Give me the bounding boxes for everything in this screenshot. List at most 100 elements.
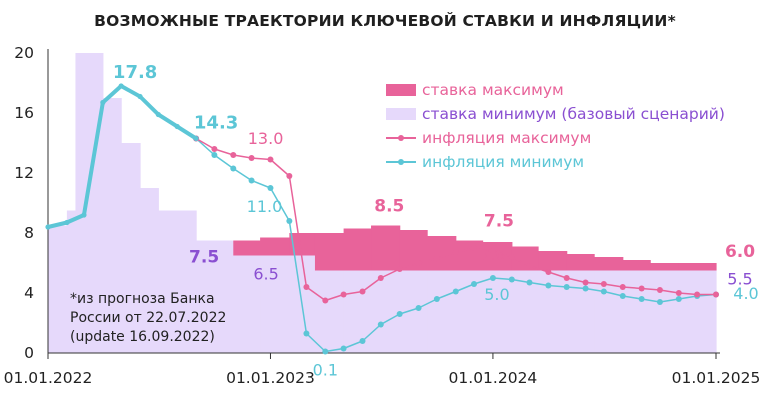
rate-max-area — [233, 225, 717, 271]
rate-min-bar — [121, 143, 141, 353]
inflation-min-point — [303, 330, 310, 337]
data-label: 6.5 — [253, 265, 278, 284]
inflation-max-point — [638, 285, 645, 292]
inflation-history-point — [118, 83, 124, 89]
inflation-max-point — [303, 284, 310, 290]
inflation-min-point — [526, 279, 533, 286]
legend-label-inflation-max: инфляция максимум — [422, 129, 592, 147]
rate-min-bar — [399, 270, 428, 353]
inflation-max-point — [248, 155, 255, 161]
inflation-max-point — [267, 156, 274, 163]
legend-item-rate-min: ставка минимум (базовый сценарий) — [386, 102, 725, 126]
rate-max-bar — [622, 260, 651, 271]
rate-min-bar — [511, 270, 539, 353]
rate-max-bar — [650, 263, 680, 271]
rate-max-bar — [233, 240, 261, 256]
inflation-history-point — [174, 123, 180, 130]
inflation-max-point — [230, 152, 237, 158]
inflation-min-point — [489, 275, 496, 281]
inflation-min-point — [638, 296, 645, 302]
rate-max-bar — [594, 257, 624, 271]
inflation-min-point — [582, 285, 589, 292]
inflation-history-point — [64, 219, 70, 226]
data-label: 7.0 — [480, 245, 505, 264]
rate-max-bar — [538, 251, 568, 271]
y-tick-label: 0 — [24, 344, 34, 362]
inflation-min-point — [471, 281, 478, 287]
inflation-max-point — [340, 291, 347, 298]
x-tick-label: 01.01.2025 — [672, 369, 761, 387]
footnote-line: (update 16.09.2022) — [70, 329, 215, 345]
inflation-history-point — [81, 212, 87, 218]
data-label: 8.5 — [374, 197, 404, 217]
legend-label-rate-min: ставка минимум (базовый сценарий) — [422, 105, 725, 123]
footnote: *из прогноза Банка России от 22.07.2022 … — [70, 290, 226, 347]
data-label: 11.0 — [247, 197, 283, 216]
inflation-min-point — [675, 296, 682, 302]
rate-max-bar — [371, 225, 401, 271]
rate-min-bar — [260, 255, 290, 353]
inflation-min-point — [322, 348, 329, 355]
rate-min-bar — [48, 225, 68, 353]
rate-min-bar — [622, 270, 651, 353]
inflation-min-point — [340, 345, 347, 352]
legend: ставка максимум ставка минимум (базовый … — [386, 78, 725, 174]
data-label: 0.1 — [313, 361, 338, 380]
inflation-max-point — [433, 255, 440, 262]
rate-min-bar — [66, 210, 77, 353]
inflation-min-point — [656, 299, 663, 305]
inflation-max-point — [545, 269, 552, 275]
inflation-min-point — [286, 218, 293, 224]
data-labels: 17.8 14.3 13.0 11.0 7.5 6.5 8.5 0.1 7.5 7.0 5.0 6.0… — [113, 62, 759, 380]
data-label: 14.3 — [194, 113, 238, 134]
rate-max-bar — [399, 230, 428, 271]
data-label: 7.5 — [189, 248, 219, 268]
inflation-max-point — [508, 254, 515, 260]
inflation-max-point — [377, 275, 384, 281]
rate-min-bar — [314, 270, 345, 353]
data-label: 4.0 — [733, 284, 758, 303]
y-tick-label: 4 — [24, 284, 34, 302]
inflation-max-point — [415, 260, 422, 266]
y-tick-label: 12 — [14, 164, 34, 182]
inflation-history-point — [155, 111, 161, 118]
inflation-history-point — [100, 99, 106, 106]
inflation-max-point — [452, 249, 459, 256]
inflation-min-point — [248, 177, 255, 184]
inflation-max-point — [675, 290, 682, 296]
rate-min-bar — [538, 270, 568, 353]
legend-swatch-rate-max — [386, 84, 416, 96]
legend-item-rate-max: ставка максимум — [386, 78, 725, 102]
y-tick-label: 16 — [14, 104, 34, 122]
inflation-min-point — [230, 165, 237, 172]
data-label: 5.0 — [484, 285, 509, 304]
y-tick-label: 20 — [14, 44, 34, 62]
inflation-min-point — [211, 152, 218, 158]
inflation-min-point — [267, 185, 274, 191]
x-tick-label: 01.01.2022 — [4, 369, 93, 387]
legend-swatch-inflation-max — [386, 132, 416, 144]
data-label: 17.8 — [113, 62, 157, 83]
legend-item-inflation-max: инфляция максимум — [386, 126, 725, 150]
inflation-min-point — [545, 282, 552, 289]
inflation-max-point — [489, 248, 496, 254]
data-label: 7.5 — [484, 212, 514, 232]
inflation-min-point — [619, 293, 626, 299]
inflation-min-point — [452, 288, 459, 295]
inflation-max-point — [396, 266, 403, 272]
x-tick-label: 01.01.2024 — [449, 369, 538, 387]
inflation-lines — [45, 83, 719, 355]
legend-swatch-rate-min — [386, 108, 416, 120]
inflation-max-point — [286, 173, 293, 179]
footnote-line: *из прогноза Банка — [70, 291, 215, 307]
inflation-max-point — [619, 284, 626, 290]
inflation-max-point — [694, 291, 701, 298]
x-tick-label: 01.01.2023 — [226, 369, 315, 387]
rate-min-bar — [196, 240, 234, 353]
inflation-max-point — [359, 288, 366, 295]
inflation-max-point — [211, 146, 218, 152]
rate-min-bar — [140, 188, 159, 353]
rate-max-bar — [289, 233, 316, 256]
rate-min-bar — [427, 270, 457, 353]
